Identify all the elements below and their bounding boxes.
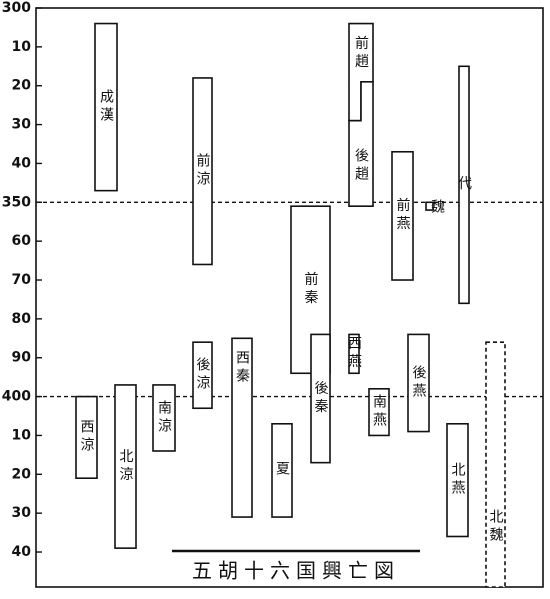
bar bbox=[391, 150, 414, 281]
bar bbox=[192, 341, 213, 410]
bar bbox=[114, 384, 137, 549]
y-tick-label: 350 bbox=[2, 194, 31, 210]
bar-label: 西燕 bbox=[346, 336, 362, 372]
bar bbox=[348, 81, 374, 207]
bar bbox=[310, 333, 331, 464]
bar-label: 成漢 bbox=[98, 89, 114, 125]
bar bbox=[271, 422, 293, 518]
bar-label: 北涼 bbox=[118, 449, 134, 485]
y-tick-label: 40 bbox=[12, 544, 32, 560]
bar-label: 北魏 bbox=[488, 509, 504, 545]
bar bbox=[75, 395, 98, 479]
bar bbox=[368, 388, 390, 437]
chart-title: 五胡十六国興亡図 bbox=[192, 559, 400, 583]
bar-label: 夏 bbox=[274, 461, 290, 479]
y-tick-label: 20 bbox=[12, 78, 32, 94]
bar bbox=[446, 422, 469, 538]
bar bbox=[425, 201, 434, 211]
frame bbox=[35, 7, 544, 588]
bar-label: 後秦 bbox=[313, 381, 329, 417]
bar-label: 西秦 bbox=[234, 350, 250, 386]
bar bbox=[231, 337, 253, 518]
bar bbox=[152, 384, 176, 452]
y-tick-label: 30 bbox=[12, 505, 32, 521]
bar-label: 前燕 bbox=[395, 197, 411, 234]
bar bbox=[458, 65, 470, 305]
bar-label: 魏 bbox=[429, 199, 445, 217]
bar-label: 後涼 bbox=[195, 357, 211, 393]
bar-label: 前涼 bbox=[195, 153, 211, 190]
bar-label: 後趙 bbox=[353, 148, 369, 184]
y-tick-label: 70 bbox=[12, 272, 32, 288]
y-tick-label: 60 bbox=[12, 233, 32, 249]
bar-label: 南涼 bbox=[156, 400, 172, 436]
bar bbox=[348, 333, 360, 375]
y-tick-label: 20 bbox=[12, 466, 32, 482]
bar-label: 北燕 bbox=[450, 462, 466, 498]
bar-label: 南燕 bbox=[371, 394, 387, 430]
y-tick-label: 80 bbox=[12, 311, 32, 327]
y-tick-label: 10 bbox=[12, 427, 32, 443]
bar-label: 前趙 bbox=[353, 35, 369, 72]
y-tick-label: 90 bbox=[12, 350, 32, 366]
bar bbox=[485, 341, 506, 588]
y-tick-label: 300 bbox=[2, 0, 31, 16]
y-tick-label: 10 bbox=[12, 39, 32, 55]
bar-label: 代 bbox=[456, 176, 472, 194]
bar bbox=[94, 22, 118, 192]
bar bbox=[192, 77, 213, 266]
bar-label: 後燕 bbox=[411, 365, 427, 401]
y-tick-label: 40 bbox=[12, 155, 32, 171]
bar-label: 前秦 bbox=[303, 271, 319, 308]
y-tick-label: 30 bbox=[12, 117, 32, 133]
bar bbox=[407, 333, 430, 433]
bar-label: 西涼 bbox=[79, 419, 95, 455]
y-tick-label: 400 bbox=[2, 389, 31, 405]
